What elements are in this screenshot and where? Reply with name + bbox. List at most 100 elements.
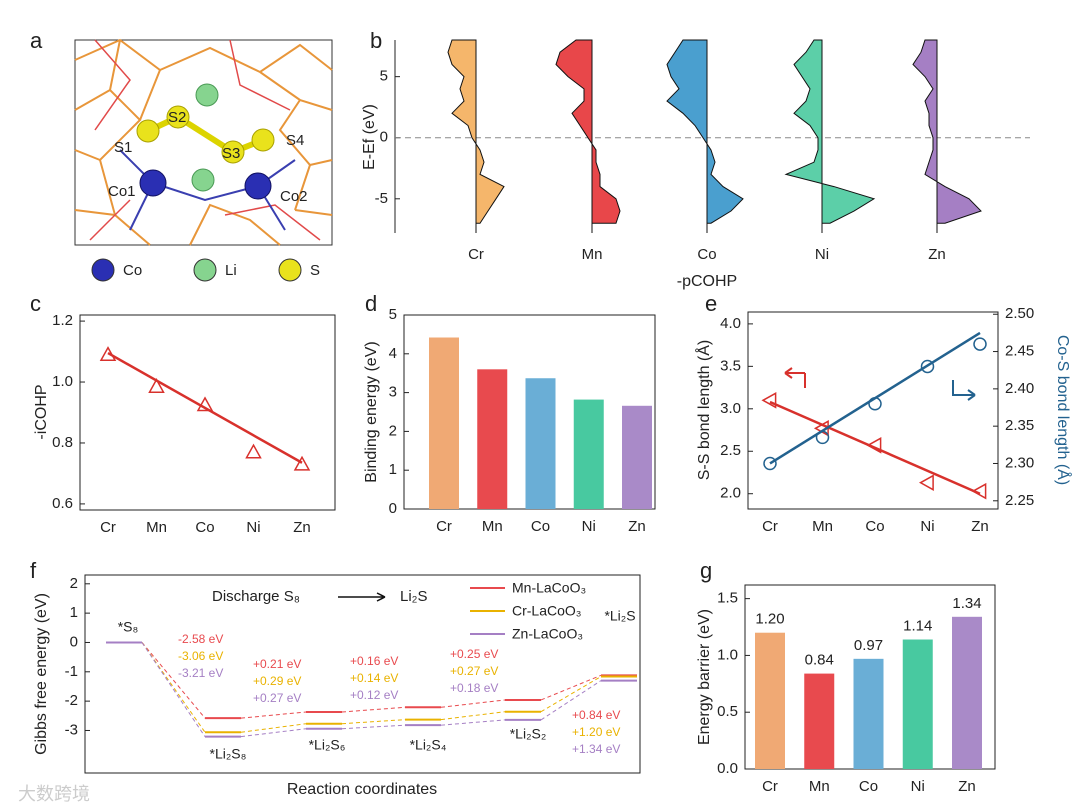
bar bbox=[804, 673, 835, 769]
li-atom bbox=[191, 168, 215, 192]
y-tick-label: 0.8 bbox=[52, 434, 73, 451]
pcohp-area bbox=[666, 39, 744, 224]
atom-label: Co2 bbox=[280, 188, 308, 205]
x-tick-label: Ni bbox=[246, 519, 260, 536]
step-label: +0.29 eV bbox=[253, 674, 301, 688]
y-axis-label: E-Ef (eV) bbox=[361, 104, 378, 170]
plot-frame bbox=[747, 311, 999, 510]
step-label: +0.18 eV bbox=[450, 681, 498, 695]
legend-label: Mn-LaCoO₃ bbox=[512, 580, 586, 596]
bar bbox=[952, 616, 982, 769]
step-label: +0.21 eV bbox=[253, 657, 301, 671]
annotation: Discharge S₈ bbox=[212, 588, 300, 605]
point bbox=[761, 392, 777, 409]
point bbox=[920, 359, 935, 374]
state-label: *Li₂S bbox=[604, 608, 635, 624]
plot-frame bbox=[79, 314, 336, 511]
x-tick-label: Mn bbox=[812, 518, 833, 535]
y-tick-label: 1.2 bbox=[52, 312, 73, 329]
bar bbox=[755, 632, 785, 769]
connector bbox=[540, 674, 602, 701]
x-axis-label: -pCOHP bbox=[677, 273, 737, 290]
atom-label: S3 bbox=[222, 145, 240, 162]
legend-label: Zn-LaCoO₃ bbox=[512, 626, 583, 642]
legend-label: Li bbox=[225, 262, 237, 279]
panel-label: f bbox=[30, 558, 37, 583]
y-axis-label: Energy barrier (eV) bbox=[696, 609, 713, 745]
watermark: 大数跨境 bbox=[18, 784, 90, 804]
panel-label: e bbox=[705, 291, 717, 316]
y-tick-label: 4.0 bbox=[720, 315, 741, 332]
panel-label: d bbox=[365, 291, 377, 316]
atom-label: S1 bbox=[114, 139, 132, 156]
connector bbox=[240, 728, 307, 738]
x-tick-label: Ni bbox=[911, 778, 925, 795]
point bbox=[196, 396, 214, 412]
fit-line bbox=[107, 351, 303, 464]
value-label: 1.20 bbox=[755, 611, 784, 628]
value-label: 1.34 bbox=[952, 595, 981, 612]
x-tick-label: Ni bbox=[582, 518, 596, 535]
y-tick-label: 0.6 bbox=[52, 495, 73, 512]
x-tick-label: Ni bbox=[920, 518, 934, 535]
bar bbox=[573, 399, 604, 509]
co-atom bbox=[244, 172, 272, 200]
value-label: 0.97 bbox=[854, 637, 883, 654]
point bbox=[763, 456, 777, 471]
y-tick-label: 3 bbox=[389, 384, 397, 401]
structure-image: S1 S2 S3 S4 Co1 Co2 bbox=[74, 38, 333, 246]
panel-label: a bbox=[30, 28, 43, 53]
step-label: +1.34 eV bbox=[572, 742, 620, 756]
x-tick-label: Cr bbox=[468, 246, 484, 263]
y-tick-label: 2.50 bbox=[1005, 305, 1034, 322]
legend-swatch bbox=[278, 258, 302, 282]
x-tick-label: Mn bbox=[146, 519, 167, 536]
y-tick-label: 1 bbox=[389, 461, 397, 478]
s-atom bbox=[251, 128, 275, 152]
connector bbox=[341, 706, 406, 713]
x-tick-label: Co bbox=[195, 519, 214, 536]
x-tick-label: Co bbox=[531, 518, 550, 535]
connector bbox=[440, 719, 506, 726]
x-tick-label: Zn bbox=[928, 246, 946, 263]
connector bbox=[240, 723, 307, 733]
connector bbox=[540, 680, 602, 721]
x-tick-label: Co bbox=[697, 246, 716, 263]
x-tick-label: Co bbox=[859, 778, 878, 795]
legend-label: Co bbox=[123, 262, 142, 279]
connector bbox=[341, 724, 406, 730]
plot-frame bbox=[84, 574, 641, 774]
legend-label: S bbox=[310, 262, 320, 279]
legend-label: Cr-LaCoO₃ bbox=[512, 603, 582, 619]
y-tick-label: 2.0 bbox=[720, 485, 741, 502]
connector bbox=[341, 719, 406, 725]
y-axis-label: S-S bond length (Å) bbox=[694, 340, 713, 481]
x-tick-label: Zn bbox=[958, 778, 976, 795]
point bbox=[973, 337, 987, 351]
x-tick-label: Cr bbox=[436, 518, 452, 535]
x-tick-label: Cr bbox=[762, 518, 778, 535]
atom-label: S4 bbox=[286, 132, 304, 149]
step-label: +0.27 eV bbox=[450, 664, 498, 678]
y-tick-label: 2 bbox=[70, 575, 78, 592]
step-label: +0.14 eV bbox=[350, 671, 398, 685]
axis-arrow bbox=[952, 380, 976, 401]
fit-line bbox=[769, 400, 981, 495]
annotation: Li₂S bbox=[400, 588, 428, 605]
connector bbox=[240, 711, 307, 719]
point bbox=[815, 430, 830, 445]
co-o-bonds bbox=[119, 149, 296, 231]
y-tick-label: 1.5 bbox=[717, 590, 738, 607]
co-atom bbox=[139, 169, 167, 197]
y-tick-label: 0.0 bbox=[717, 760, 738, 777]
bar bbox=[477, 369, 508, 509]
pcohp-area bbox=[912, 39, 982, 224]
atom-label: S2 bbox=[168, 109, 186, 126]
step-label: +0.84 eV bbox=[572, 708, 620, 722]
x-axis-label: Reaction coordinates bbox=[287, 781, 437, 798]
y-tick-label: 0 bbox=[70, 633, 78, 650]
li-atom bbox=[195, 83, 219, 107]
y-tick-label: 2.30 bbox=[1005, 454, 1034, 471]
axis-arrow bbox=[784, 367, 806, 388]
y-tick-label: 1.0 bbox=[52, 373, 73, 390]
